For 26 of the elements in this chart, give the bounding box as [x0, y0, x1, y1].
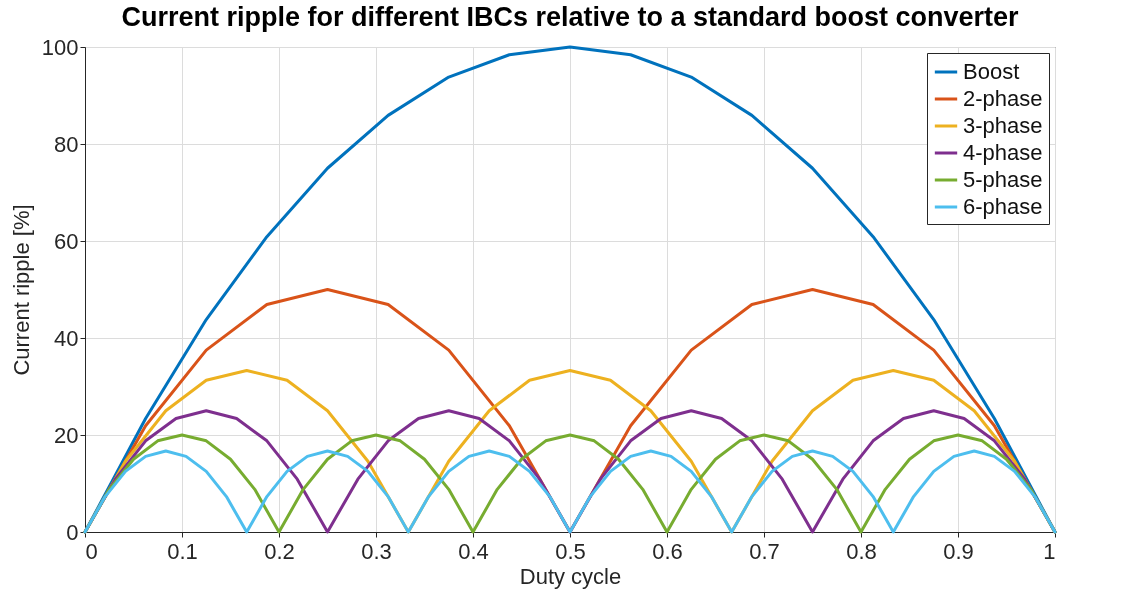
chart-title: Current ripple for different IBCs relative to a standard boost converter	[121, 2, 1020, 32]
y-axis-title: Current ripple [%]	[8, 204, 34, 376]
x-tick-label: 0	[85, 538, 98, 564]
x-tick-label: 0.4	[458, 538, 489, 564]
y-tick-label: 20	[54, 422, 79, 448]
x-tick-label: 0.1	[167, 538, 198, 564]
x-tick-label: 0.8	[846, 538, 877, 564]
x-tick-label: 0.9	[943, 538, 974, 564]
x-tick-label: 0.5	[555, 538, 586, 564]
legend-label: 6-phase	[963, 194, 1043, 219]
legend-label: 5-phase	[963, 167, 1043, 192]
x-tick-label: 0.2	[264, 538, 295, 564]
y-tick-label: 100	[41, 34, 79, 60]
x-tick-label: 0.3	[361, 538, 392, 564]
x-axis-title: Duty cycle	[519, 563, 622, 589]
y-tick-label: 60	[54, 228, 79, 254]
y-tick-label: 80	[54, 131, 79, 157]
legend-label: Boost	[963, 59, 1020, 84]
y-tick-label: 0	[66, 519, 79, 545]
legend-label: 4-phase	[963, 140, 1043, 165]
x-tick-label: 1	[1043, 538, 1056, 564]
legend-label: 3-phase	[963, 113, 1043, 138]
x-tick-label: 0.7	[749, 538, 780, 564]
x-tick-label: 0.6	[652, 538, 683, 564]
y-tick-label: 40	[54, 325, 79, 351]
legend-label: 2-phase	[963, 86, 1043, 111]
